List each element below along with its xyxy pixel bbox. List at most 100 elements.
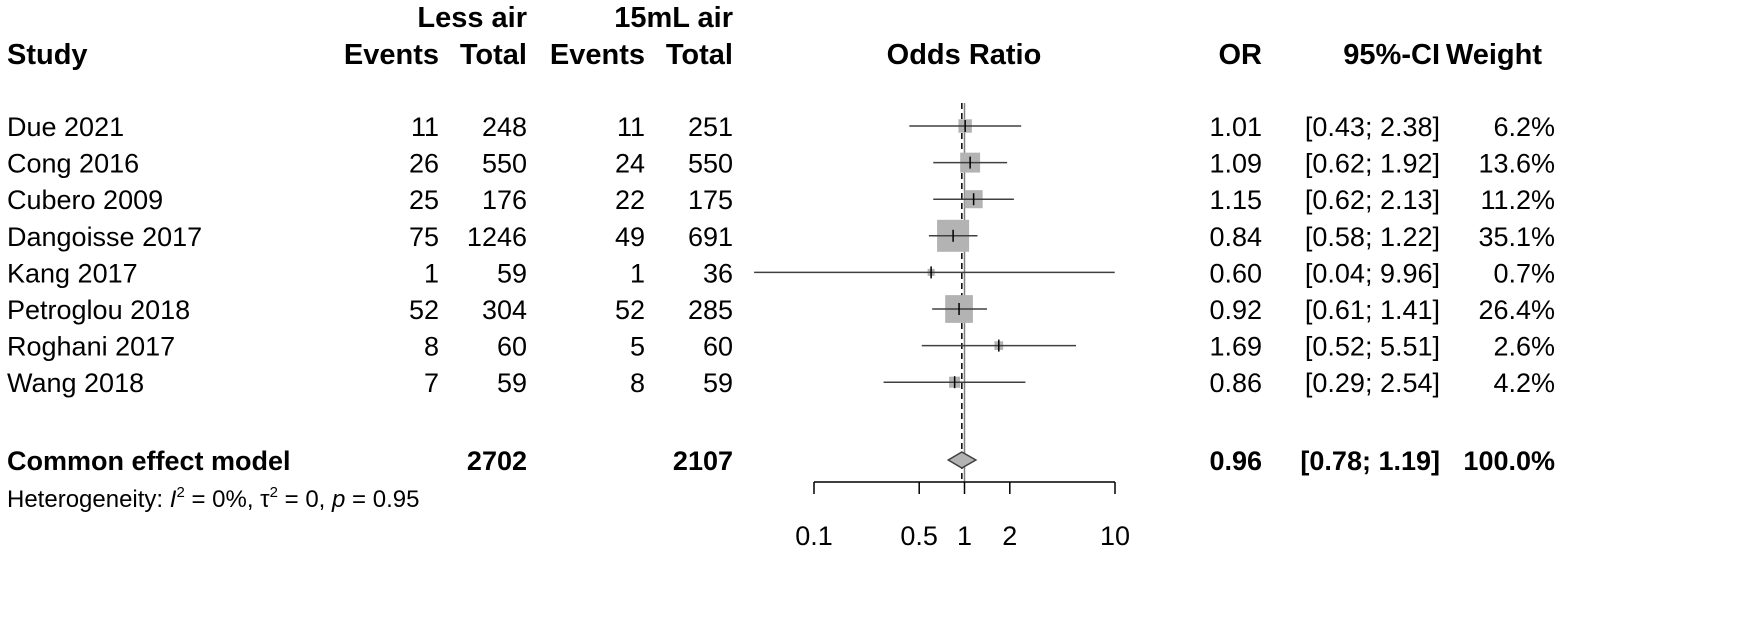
total-15ml-air: 175 — [688, 185, 733, 215]
study-name: Cong 2016 — [7, 149, 139, 179]
study-name: Kang 2017 — [7, 258, 138, 288]
events-15ml-air: 22 — [615, 185, 645, 215]
x-axis-tick-label: 10 — [1100, 521, 1130, 551]
summary-weight: 100.0% — [1463, 446, 1555, 476]
study-rows: Due 2021 11 248 11 251 1.01 [0.43; 2.38] 6.2%Co… — [7, 112, 1555, 398]
study-weight: 26.4% — [1478, 295, 1555, 325]
events-less-air: 75 — [409, 222, 439, 252]
study-or: 1.01 — [1209, 112, 1262, 142]
total-less-air: 248 — [482, 112, 527, 142]
events-15ml-air: 8 — [630, 368, 645, 398]
study-or: 0.86 — [1209, 368, 1262, 398]
total-less-air: 550 — [482, 149, 527, 179]
study-name: Wang 2018 — [7, 368, 144, 398]
events-15ml-air: 24 — [615, 149, 645, 179]
study-name: Dangoisse 2017 — [7, 222, 202, 252]
header-odds-ratio: Odds Ratio — [887, 39, 1042, 71]
study-row: Kang 2017 1 59 1 36 0.60 [0.04; 9.96] 0.7% — [7, 258, 1555, 288]
events-less-air: 26 — [409, 149, 439, 179]
header-total-less-air: Total — [460, 39, 527, 71]
study-ci: [0.61; 1.41] — [1305, 295, 1440, 325]
total-less-air: 1246 — [467, 222, 527, 252]
study-or: 0.60 — [1209, 258, 1262, 288]
study-ci: [0.62; 1.92] — [1305, 149, 1440, 179]
study-ci: [0.58; 1.22] — [1305, 222, 1440, 252]
total-15ml-air: 691 — [688, 222, 733, 252]
study-weight: 0.7% — [1493, 258, 1555, 288]
total-less-air: 60 — [497, 332, 527, 362]
events-15ml-air: 52 — [615, 295, 645, 325]
events-less-air: 11 — [411, 112, 439, 142]
study-row: Cong 2016 26 550 24 550 1.09 [0.62; 1.92] 13.6% — [7, 149, 1555, 179]
events-less-air: 25 — [409, 185, 439, 215]
study-weight: 6.2% — [1493, 112, 1555, 142]
total-15ml-air: 251 — [688, 112, 733, 142]
total-less-air: 304 — [482, 295, 527, 325]
study-ci: [0.52; 5.51] — [1305, 332, 1440, 362]
events-less-air: 52 — [409, 295, 439, 325]
header-study: Study — [7, 39, 88, 71]
header-total-15ml-air: Total — [666, 39, 733, 71]
header-ci: 95%-CI — [1343, 39, 1440, 71]
summary-name: Common effect model — [7, 446, 291, 476]
study-weight: 13.6% — [1478, 149, 1555, 179]
study-weight: 11.2% — [1480, 185, 1555, 215]
header-group-15ml-air: 15mL air — [614, 2, 733, 34]
study-weight: 4.2% — [1493, 368, 1555, 398]
study-ci: [0.29; 2.54] — [1305, 368, 1440, 398]
study-ci: [0.04; 9.96] — [1305, 258, 1440, 288]
total-less-air: 59 — [497, 368, 527, 398]
total-less-air: 176 — [482, 185, 527, 215]
total-15ml-air: 59 — [703, 368, 733, 398]
study-or: 0.92 — [1209, 295, 1262, 325]
header-or: OR — [1219, 39, 1263, 71]
events-less-air: 1 — [424, 258, 439, 288]
x-axis-tick-label: 0.1 — [795, 521, 833, 551]
study-name: Roghani 2017 — [7, 332, 175, 362]
forest-plot-area: 0.1 0.5 1 2 10 — [754, 103, 1130, 551]
study-weight: 35.1% — [1478, 222, 1555, 252]
study-or: 1.69 — [1209, 332, 1262, 362]
summary-total-less-air: 2702 — [467, 446, 527, 476]
events-less-air: 7 — [424, 368, 439, 398]
study-row: Due 2021 11 248 11 251 1.01 [0.43; 2.38] 6.2% — [7, 112, 1555, 142]
x-axis-tick-label: 1 — [957, 521, 972, 551]
summary-or: 0.96 — [1209, 446, 1262, 476]
summary-ci: [0.78; 1.19] — [1300, 446, 1440, 476]
header-events-less-air: Events — [344, 39, 439, 71]
header-events-15ml-air: Events — [550, 39, 645, 71]
events-15ml-air: 1 — [630, 258, 645, 288]
total-15ml-air: 36 — [703, 258, 733, 288]
events-15ml-air: 49 — [615, 222, 645, 252]
study-name: Due 2021 — [7, 112, 124, 142]
study-ci: [0.62; 2.13] — [1305, 185, 1440, 215]
total-15ml-air: 550 — [688, 149, 733, 179]
study-row: Dangoisse 2017 75 1246 49 691 0.84 [0.58; 1.22… — [7, 222, 1555, 252]
study-name: Cubero 2009 — [7, 185, 163, 215]
study-ci: [0.43; 2.38] — [1305, 112, 1440, 142]
events-15ml-air: 11 — [617, 112, 645, 142]
study-or: 1.09 — [1209, 149, 1262, 179]
study-name: Petroglou 2018 — [7, 295, 190, 325]
summary-row: Common effect model 2702 2107 0.96 [0.78… — [7, 446, 1555, 476]
total-15ml-air: 60 — [703, 332, 733, 362]
summary-total-15ml-air: 2107 — [673, 446, 733, 476]
summary-diamond — [946, 451, 978, 469]
x-axis-tick-label: 2 — [1002, 521, 1017, 551]
study-row: Wang 2018 7 59 8 59 0.86 [0.29; 2.54] 4.2% — [7, 368, 1555, 398]
study-row: Petroglou 2018 52 304 52 285 0.92 [0.61; 1.41]… — [7, 295, 1555, 325]
study-or: 0.84 — [1209, 222, 1262, 252]
total-15ml-air: 285 — [688, 295, 733, 325]
study-row: Roghani 2017 8 60 5 60 1.69 [0.52; 5.51] 2.6% — [7, 332, 1555, 362]
total-less-air: 59 — [497, 258, 527, 288]
heterogeneity-text: Heterogeneity: I2 = 0%, τ2 = 0, p = 0.95 — [7, 484, 419, 513]
study-row: Cubero 2009 25 176 22 175 1.15 [0.62; 2.13] 11.… — [7, 185, 1555, 215]
header-weight: Weight — [1446, 39, 1542, 71]
study-weight: 2.6% — [1493, 332, 1555, 362]
x-axis-tick-label: 0.5 — [900, 521, 938, 551]
header-group-less-air: Less air — [417, 2, 527, 34]
study-or: 1.15 — [1209, 185, 1262, 215]
events-15ml-air: 5 — [630, 332, 645, 362]
events-less-air: 8 — [424, 332, 439, 362]
